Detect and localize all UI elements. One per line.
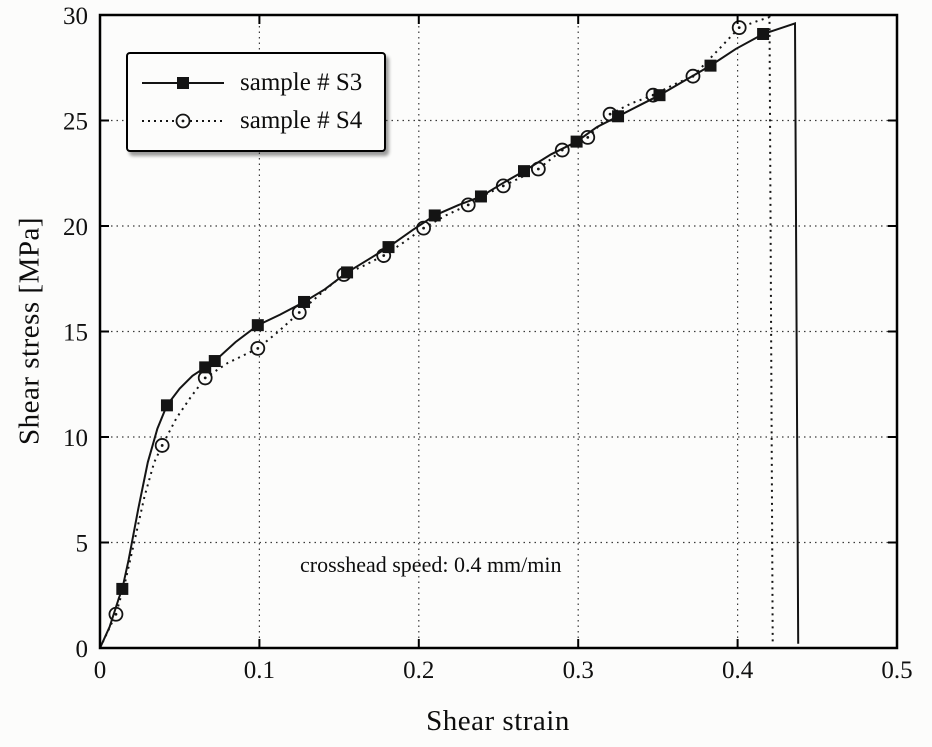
svg-text:30: 30 [63,3,88,30]
svg-text:20: 20 [63,214,88,241]
svg-text:0: 0 [94,657,107,684]
y-axis-title: Shear stress [MPa] [13,216,46,446]
svg-text:0.4: 0.4 [722,657,754,684]
svg-text:25: 25 [63,109,88,136]
svg-text:10: 10 [63,425,88,452]
svg-text:0.2: 0.2 [403,657,434,684]
crosshead-speed-annotation: crosshead speed: 0.4 mm/min [300,552,562,577]
x-axis-title: Shear strain [426,705,570,737]
legend-item-s3: sample # S3 [140,64,362,102]
legend-marker-s3-icon [142,77,224,89]
legend-item-s4: sample # S4 [140,102,362,140]
legend-marker-s4-icon [142,113,224,129]
svg-text:0.5: 0.5 [881,657,912,684]
svg-text:5: 5 [76,531,89,558]
legend-label-s3: sample # S3 [240,69,363,96]
svg-text:0.1: 0.1 [244,657,275,684]
svg-text:0: 0 [76,636,89,663]
legend: sample # S3 sample # S4 [126,52,387,152]
svg-text:0.3: 0.3 [563,657,594,684]
svg-text:15: 15 [63,320,88,347]
legend-label-s4: sample # S4 [240,107,363,134]
